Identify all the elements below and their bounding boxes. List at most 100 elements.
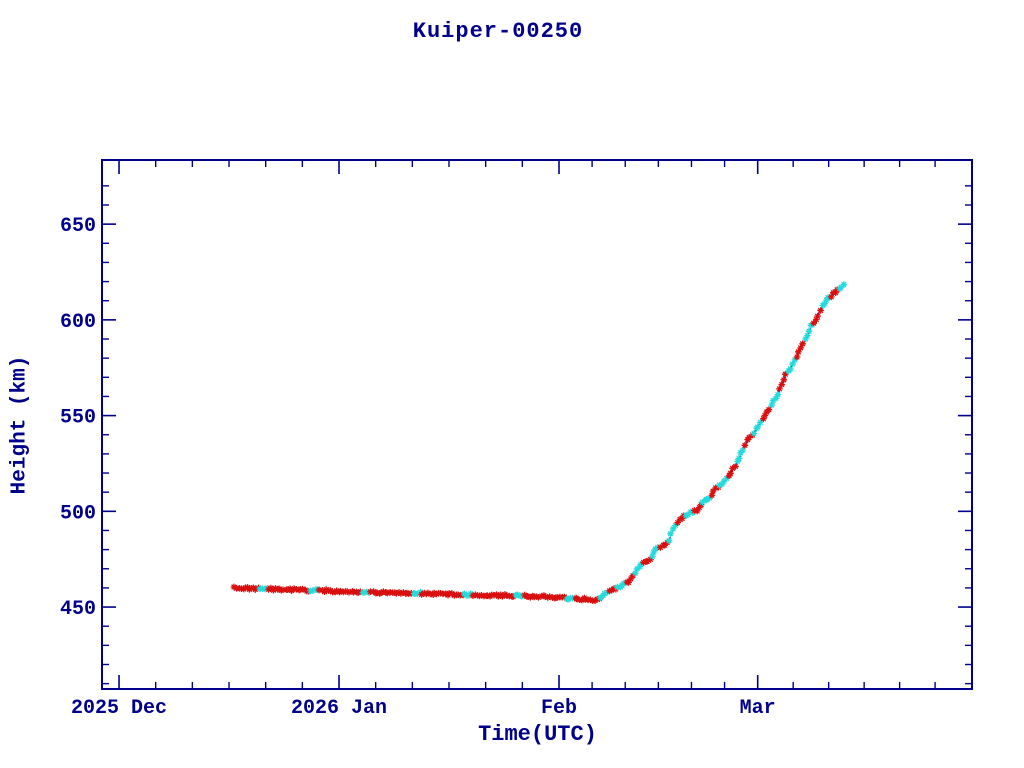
x-tick-label: Feb [541,697,577,720]
height-marker [633,565,641,573]
height-marker [267,584,275,592]
height-marker [817,307,824,314]
height-marker [315,586,323,594]
height-marker [397,590,405,597]
height-marker [674,519,682,526]
height-marker [650,548,657,556]
height-marker [377,589,385,597]
height-marker [400,589,407,596]
height-marker [636,563,644,571]
height-marker [802,335,809,343]
height-marker [737,449,744,457]
height-marker [706,494,713,502]
height-marker [261,585,269,593]
height-marker [810,319,818,327]
height-marker [601,590,608,597]
height-marker [797,344,804,352]
height-marker [514,591,521,599]
height-marker [640,559,647,566]
height-marker [535,593,542,601]
y-tick-label: 650 [60,215,96,238]
height-marker [649,552,656,560]
height-marker [687,508,695,516]
height-marker [469,592,477,600]
height-marker [657,544,664,551]
height-marker [417,588,424,596]
height-marker [708,491,716,499]
height-marker [769,397,777,405]
height-marker [729,465,736,472]
height-marker [322,586,330,593]
height-marker [403,589,411,597]
height-marker [725,472,733,480]
height-marker [709,487,717,495]
height-marker [805,328,813,335]
height-marker [678,515,686,522]
height-marker [625,579,632,586]
height-marker [823,296,830,304]
height-marker [569,594,576,602]
y-tick-label: 450 [60,598,96,621]
height-marker [544,594,552,601]
height-marker [833,286,841,294]
height-marker [495,593,502,600]
height-marker [629,572,637,580]
height-marker [564,595,572,603]
height-marker [697,501,705,508]
height-marker [230,583,238,591]
height-marker [284,586,292,593]
height-marker [667,530,674,538]
height-marker [750,430,758,437]
height-marker [821,300,828,308]
height-marker [509,593,517,600]
y-tick-label: 600 [60,311,96,334]
height-marker [384,589,391,597]
height-marker [693,507,701,515]
height-marker [799,340,806,348]
height-marker [789,360,796,368]
trajectory-line [234,284,846,602]
height-marker [393,590,400,597]
height-marker [754,423,761,431]
height-marker [761,412,769,419]
height-marker [768,401,776,409]
height-marker [741,441,749,449]
height-marker [793,353,801,361]
height-marker [541,593,549,601]
height-marker [832,289,839,297]
data-series-markers [230,281,848,605]
height-marker [561,593,568,601]
height-marker [776,385,783,393]
height-marker [756,419,764,426]
height-marker [272,585,279,592]
height-marker [807,321,815,329]
height-marker [665,537,673,544]
height-marker [380,588,387,595]
height-marker [343,588,351,595]
height-marker [813,316,820,323]
height-marker [684,511,692,518]
height-marker [735,455,743,462]
height-marker [661,541,668,549]
height-marker [745,434,753,441]
height-marker [676,515,684,523]
height-marker [421,589,428,597]
height-marker [299,585,306,593]
height-marker [774,391,782,398]
x-tick-label: 2026 Jan [291,697,387,720]
x-axis-title: Time(UTC) [478,722,597,747]
height-marker [760,415,767,422]
height-marker [354,589,362,597]
height-marker [643,558,651,565]
height-marker [337,587,344,595]
height-marker [827,293,835,301]
height-marker [414,590,421,597]
height-marker [587,596,594,604]
height-marker [772,394,780,402]
height-marker [647,556,654,563]
y-tick-label: 550 [60,407,96,430]
height-marker [345,588,353,596]
height-marker [739,446,747,454]
